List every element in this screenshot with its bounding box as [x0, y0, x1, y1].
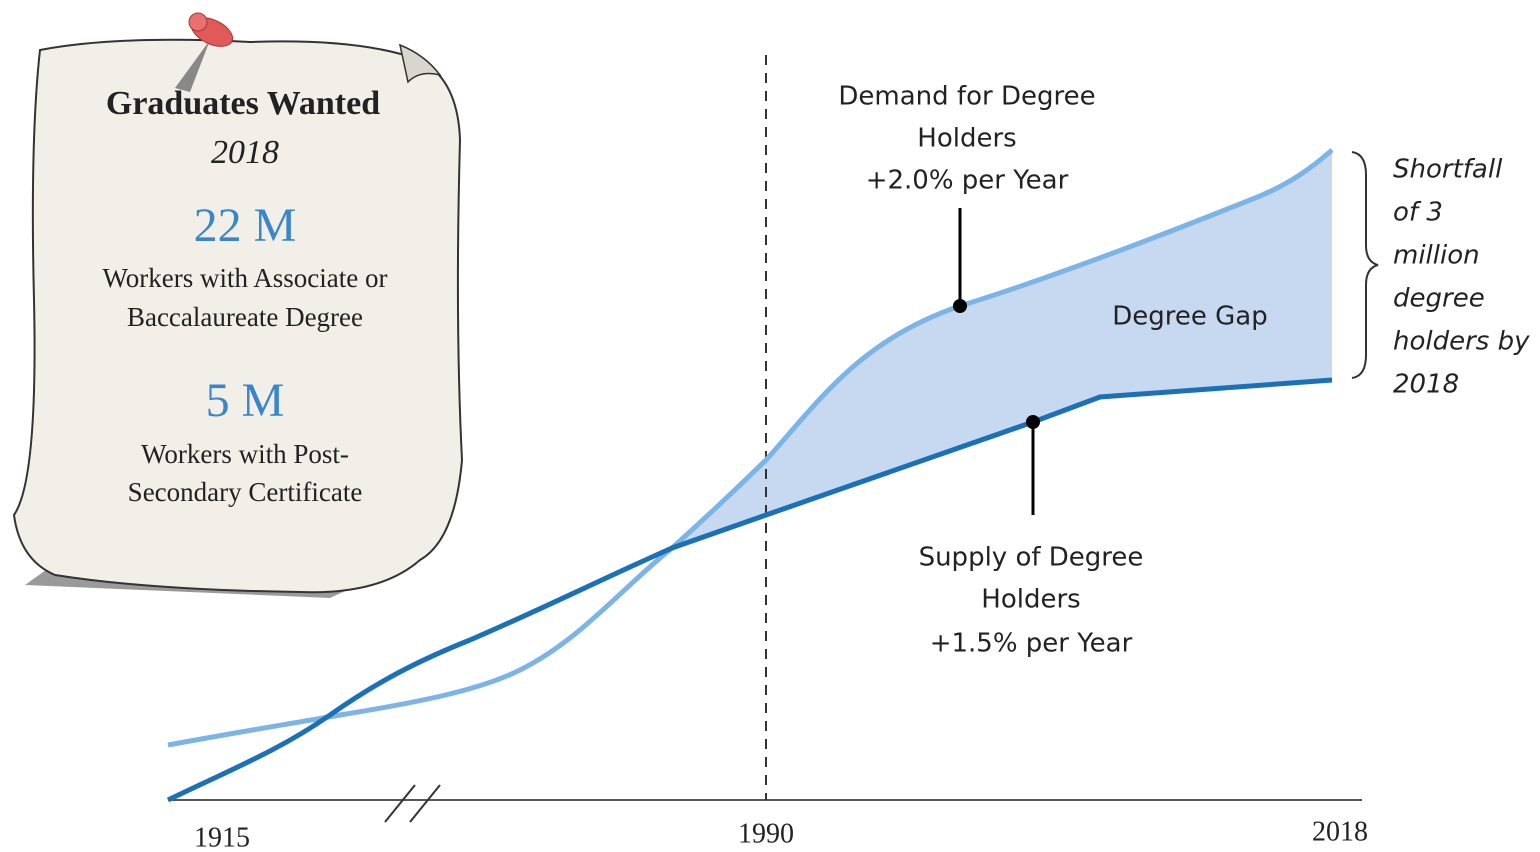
- pin-head: [188, 12, 208, 32]
- demand-curve: [167, 148, 1334, 748]
- annotation: Holders: [917, 124, 1016, 154]
- axis-break: [409, 784, 441, 823]
- note-text: Workers with Associate or: [102, 263, 387, 293]
- x-label: 2018: [1312, 816, 1368, 847]
- note-text: Secondary Certificate: [128, 477, 363, 507]
- annotation: Demand for Degree: [838, 82, 1095, 112]
- annotation: Holders: [981, 585, 1080, 615]
- shortfall-text: of 3: [1393, 198, 1443, 228]
- supply-curve: [166, 377, 1333, 803]
- brace: [1351, 151, 1379, 379]
- pin-shadow: [175, 40, 210, 92]
- note-card: [12, 12, 464, 598]
- shortfall-text: holders by: [1393, 327, 1530, 357]
- gap-label: Degree Gap: [1112, 302, 1267, 332]
- annotation: +2.0% per Year: [866, 166, 1069, 196]
- x-label: 1990: [738, 818, 794, 849]
- x-label: 1915: [194, 822, 250, 852]
- shortfall-text: 2018: [1393, 370, 1459, 400]
- note-text: Baccalaureate Degree: [127, 302, 363, 332]
- leader-dot: [1026, 415, 1040, 429]
- shortfall-text: Shortfall: [1393, 155, 1503, 185]
- shortfall-text: million: [1393, 241, 1480, 271]
- note-text: Workers with Post-: [141, 439, 349, 469]
- note-curl: [398, 43, 442, 84]
- shortfall-text: degree: [1393, 284, 1485, 314]
- note-value: 22 M: [194, 199, 297, 252]
- annotation: +1.5% per Year: [930, 629, 1133, 659]
- note-title: Graduates Wanted: [106, 85, 380, 122]
- note-paper: [12, 38, 464, 594]
- leader-dot: [953, 299, 967, 313]
- degree-gap-area: [672, 150, 1332, 548]
- annotation: Supply of Degree: [919, 543, 1144, 573]
- axis-break: [384, 784, 416, 823]
- note-value: 5 M: [206, 374, 285, 427]
- note-year: 2018: [211, 134, 279, 171]
